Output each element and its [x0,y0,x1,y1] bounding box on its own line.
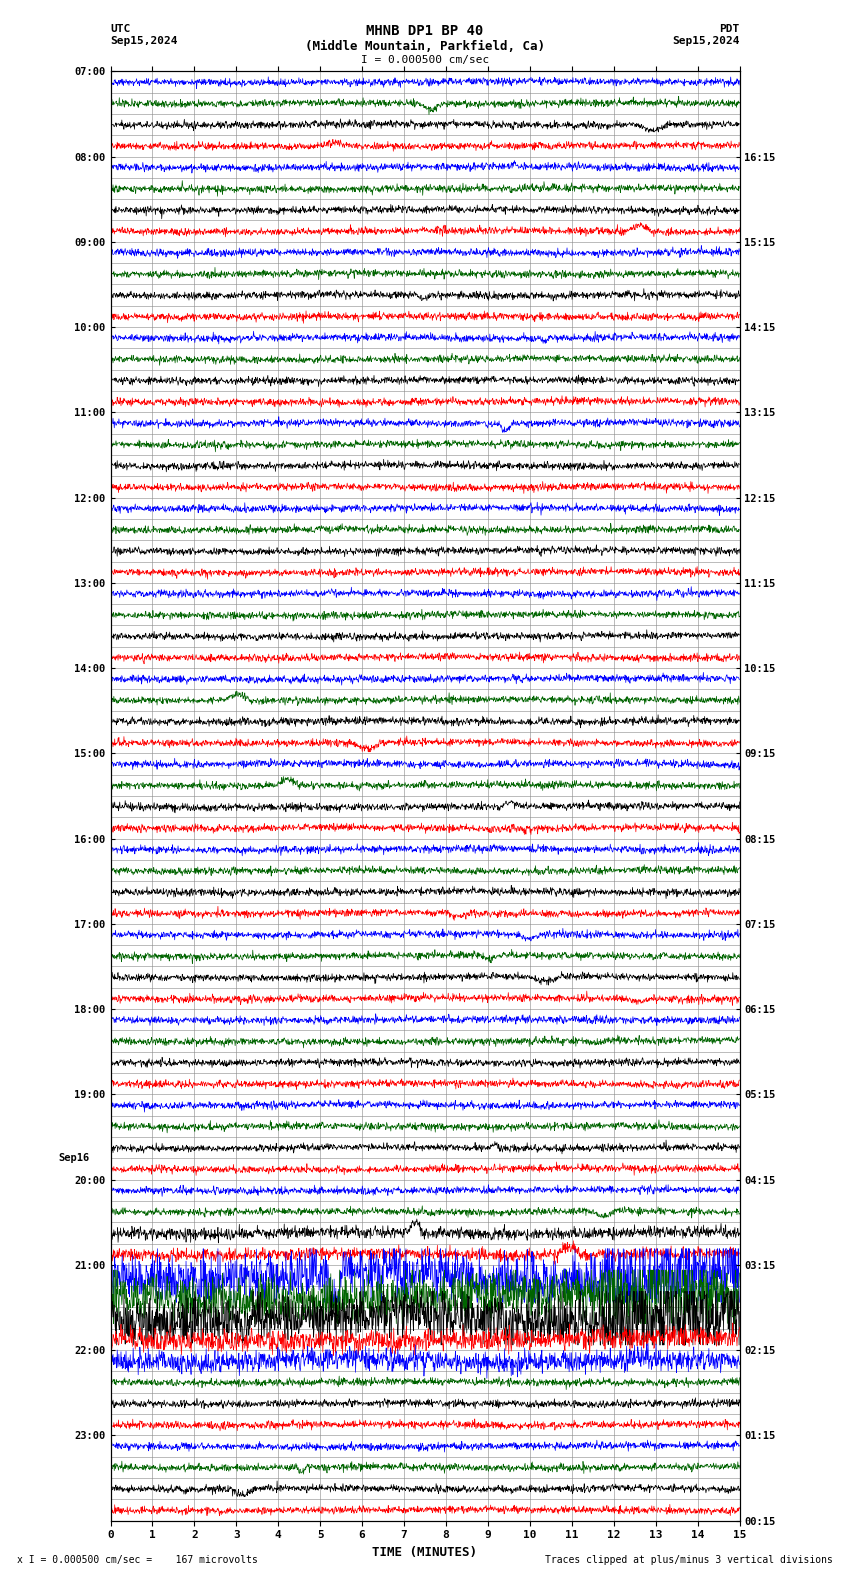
Text: Traces clipped at plus/minus 3 vertical divisions: Traces clipped at plus/minus 3 vertical … [545,1555,833,1565]
Text: Sep15,2024: Sep15,2024 [672,36,740,46]
Text: MHNB DP1 BP 40: MHNB DP1 BP 40 [366,24,484,38]
Text: I = 0.000500 cm/sec: I = 0.000500 cm/sec [361,55,489,65]
Text: UTC: UTC [110,24,131,33]
Text: PDT: PDT [719,24,740,33]
Text: Sep16: Sep16 [59,1153,89,1163]
Text: x I = 0.000500 cm/sec =    167 microvolts: x I = 0.000500 cm/sec = 167 microvolts [17,1555,258,1565]
Text: (Middle Mountain, Parkfield, Ca): (Middle Mountain, Parkfield, Ca) [305,40,545,52]
Text: Sep15,2024: Sep15,2024 [110,36,178,46]
X-axis label: TIME (MINUTES): TIME (MINUTES) [372,1546,478,1559]
